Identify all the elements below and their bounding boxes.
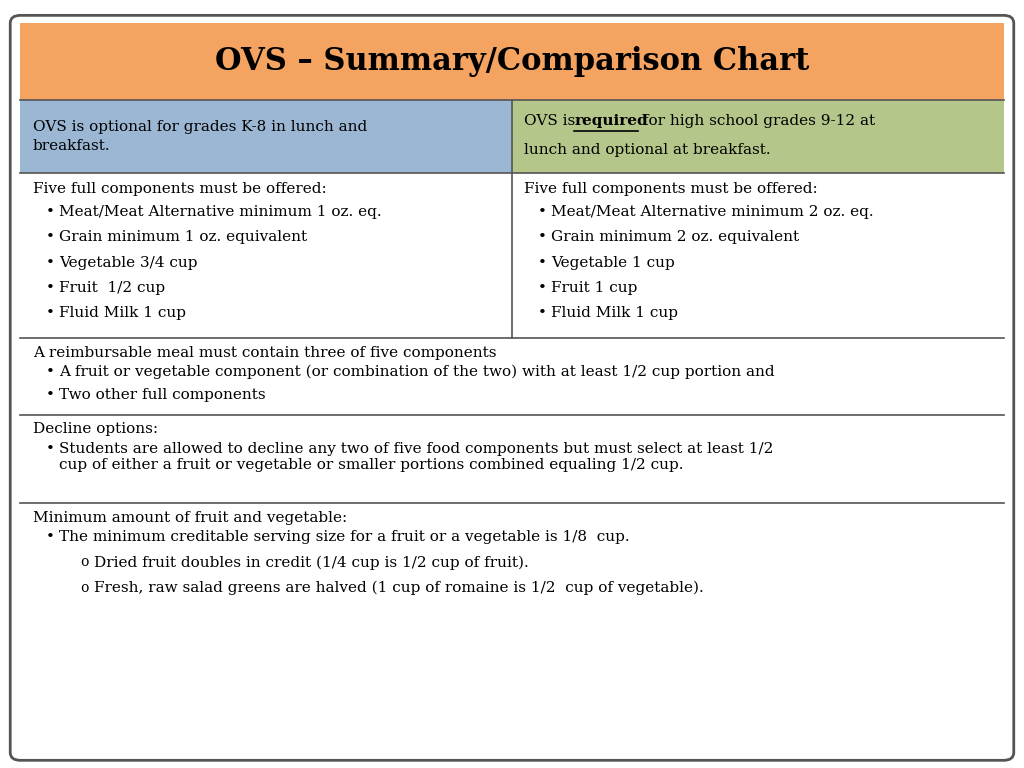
- Text: o: o: [80, 555, 88, 569]
- Text: Vegetable 1 cup: Vegetable 1 cup: [551, 256, 675, 270]
- Text: •: •: [46, 281, 55, 295]
- Text: Five full components must be offered:: Five full components must be offered:: [33, 182, 327, 196]
- Text: •: •: [46, 230, 55, 244]
- Text: •: •: [538, 256, 547, 270]
- FancyBboxPatch shape: [10, 15, 1014, 760]
- Text: Grain minimum 2 oz. equivalent: Grain minimum 2 oz. equivalent: [551, 230, 799, 244]
- Text: Fluid Milk 1 cup: Fluid Milk 1 cup: [551, 306, 678, 320]
- Text: •: •: [46, 388, 55, 402]
- Text: OVS is: OVS is: [524, 114, 581, 127]
- Text: Fresh, raw salad greens are halved (1 cup of romaine is 1/2  cup of vegetable).: Fresh, raw salad greens are halved (1 cu…: [94, 581, 703, 595]
- Text: Fruit 1 cup: Fruit 1 cup: [551, 281, 637, 295]
- Text: •: •: [46, 365, 55, 379]
- Text: Meat/Meat Alternative minimum 2 oz. eq.: Meat/Meat Alternative minimum 2 oz. eq.: [551, 205, 873, 219]
- Text: •: •: [46, 442, 55, 455]
- Text: required: required: [574, 114, 648, 127]
- Text: •: •: [46, 256, 55, 270]
- Text: for high school grades 9-12 at: for high school grades 9-12 at: [638, 114, 876, 127]
- Text: Fluid Milk 1 cup: Fluid Milk 1 cup: [59, 306, 186, 320]
- Text: lunch and optional at breakfast.: lunch and optional at breakfast.: [524, 143, 771, 157]
- Text: The minimum creditable serving size for a fruit or a vegetable is 1/8  cup.: The minimum creditable serving size for …: [59, 530, 630, 544]
- Text: •: •: [538, 205, 547, 219]
- Text: Minimum amount of fruit and vegetable:: Minimum amount of fruit and vegetable:: [33, 511, 347, 525]
- Text: Five full components must be offered:: Five full components must be offered:: [524, 182, 818, 196]
- Text: OVS – Summary/Comparison Chart: OVS – Summary/Comparison Chart: [215, 46, 809, 77]
- Bar: [20, 100, 512, 173]
- Text: Decline options:: Decline options:: [33, 422, 158, 436]
- Text: Dried fruit doubles in credit (1/4 cup is 1/2 cup of fruit).: Dried fruit doubles in credit (1/4 cup i…: [94, 555, 529, 570]
- Text: •: •: [46, 205, 55, 219]
- Text: Two other full components: Two other full components: [59, 388, 266, 402]
- Text: •: •: [46, 306, 55, 320]
- Bar: [20, 173, 1004, 338]
- Text: Vegetable 3/4 cup: Vegetable 3/4 cup: [59, 256, 198, 270]
- Bar: [512, 100, 1004, 173]
- Text: •: •: [46, 530, 55, 544]
- Text: •: •: [538, 230, 547, 244]
- Bar: [20, 503, 1004, 753]
- Text: Grain minimum 1 oz. equivalent: Grain minimum 1 oz. equivalent: [59, 230, 307, 244]
- Text: OVS is optional for grades K-8 in lunch and
breakfast.: OVS is optional for grades K-8 in lunch …: [33, 120, 367, 153]
- Text: A reimbursable meal must contain three of five components: A reimbursable meal must contain three o…: [33, 346, 497, 359]
- Text: Meat/Meat Alternative minimum 1 oz. eq.: Meat/Meat Alternative minimum 1 oz. eq.: [59, 205, 382, 219]
- Text: •: •: [538, 281, 547, 295]
- Text: o: o: [80, 581, 88, 594]
- Text: A fruit or vegetable component (or combination of the two) with at least 1/2 cup: A fruit or vegetable component (or combi…: [59, 365, 775, 379]
- Bar: [20, 23, 1004, 100]
- Bar: [20, 415, 1004, 503]
- Text: •: •: [538, 306, 547, 320]
- Bar: [20, 338, 1004, 415]
- Text: Fruit  1/2 cup: Fruit 1/2 cup: [59, 281, 166, 295]
- Text: Students are allowed to decline any two of five food components but must select : Students are allowed to decline any two …: [59, 442, 774, 472]
